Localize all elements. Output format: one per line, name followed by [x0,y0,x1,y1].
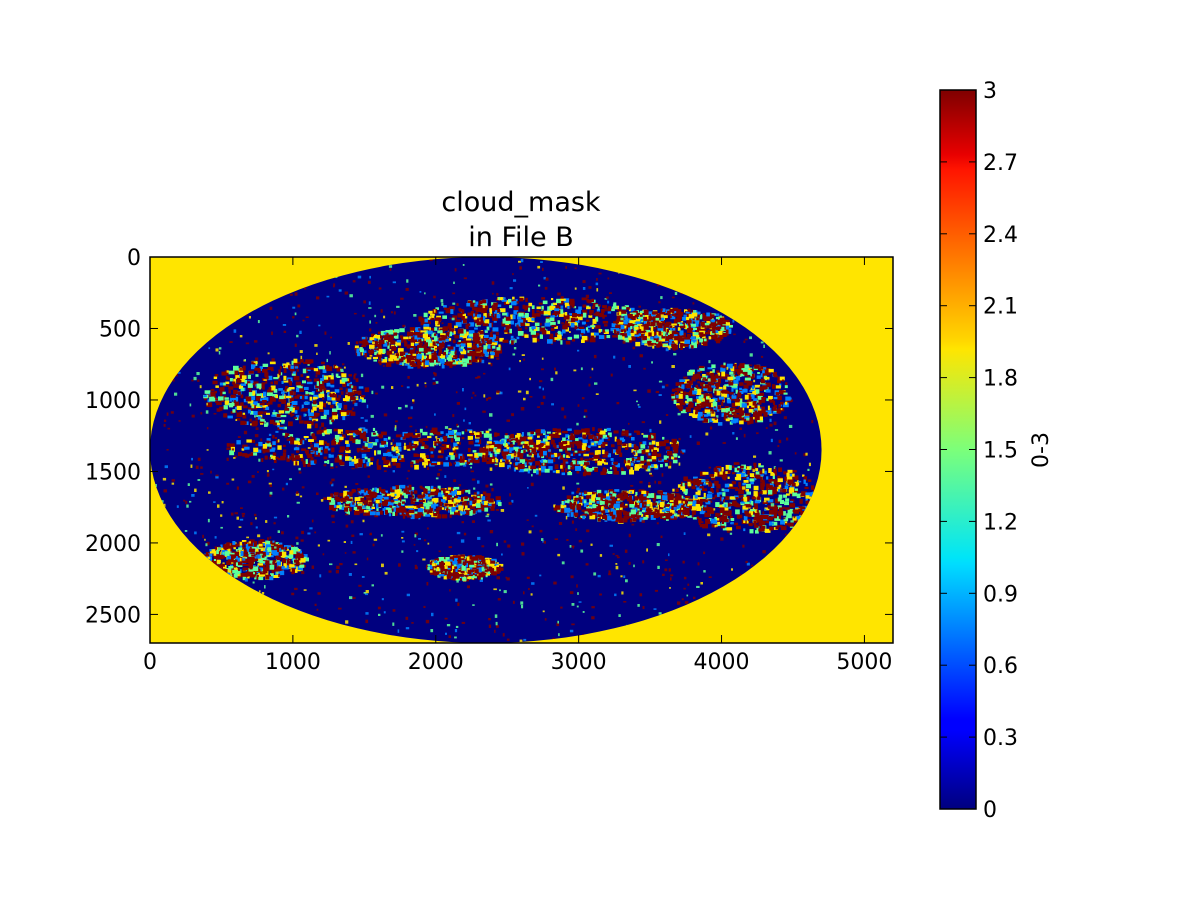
x-axis: 0 1000 2000 3000 4000 5000 [143,257,892,675]
colorbar-tick-label: 1.5 [983,439,1018,464]
y-axis: 0 500 1000 1500 2000 2500 [85,246,893,628]
x-tick-label: 1000 [265,650,321,675]
x-tick-label: 4000 [694,650,750,675]
colorbar-tick-label: 1.8 [983,367,1018,392]
chart-title-line-1: cloud_mask [441,187,601,218]
y-tick-label: 1500 [85,460,141,485]
colorbar-ticks: 3 2.7 2.4 2.1 1.8 1.5 1.2 0.9 0.6 0.3 0 [940,79,1018,823]
colorbar-tick-label: 0.9 [983,582,1018,607]
cloud-mask-field [150,257,822,643]
colorbar-tick-label: 2.4 [983,223,1018,248]
colorbar-tick-label: 0.3 [983,726,1018,751]
colorbar-tick-label: 2.7 [983,151,1018,176]
x-tick-label: 3000 [551,650,607,675]
plot-frame [149,256,894,644]
y-tick-label: 2000 [85,532,141,557]
colorbar: 3 2.7 2.4 2.1 1.8 1.5 1.2 0.9 0.6 0.3 0 0-3 [939,79,1054,823]
colorbar-tick-label: 2.1 [983,295,1018,320]
x-tick-label: 5000 [836,650,892,675]
chart-title-line-2: in File B [468,222,573,253]
x-tick-label: 0 [143,650,157,675]
y-tick-label: 2500 [85,603,141,628]
heatmap-disk [150,257,822,643]
y-tick-label: 1000 [85,389,141,414]
colorbar-tick-label: 1.2 [983,510,1018,535]
y-tick-label: 0 [127,246,141,271]
colorbar-tick-label: 3 [983,79,997,104]
plot-area: 0 1000 2000 3000 4000 5000 0 500 1000 1500 2000 25… [85,246,894,675]
colorbar-tick-label: 0.6 [983,654,1018,679]
x-tick-label: 2000 [408,650,464,675]
y-tick-label: 500 [99,317,141,342]
colorbar-tick-label: 0 [983,798,997,823]
colorbar-label: 0-3 [1029,432,1054,468]
